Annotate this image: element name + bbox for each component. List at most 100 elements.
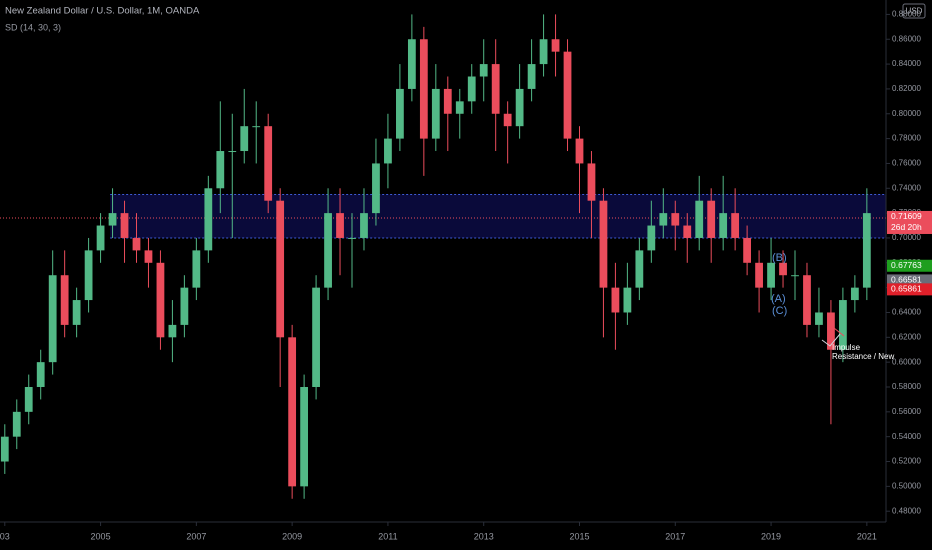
candle-body bbox=[803, 275, 811, 325]
candle-body bbox=[755, 262, 763, 288]
candle-body bbox=[791, 275, 799, 277]
candle-body bbox=[527, 64, 536, 89]
candle-body bbox=[192, 250, 201, 288]
x-tick-label: 03 bbox=[0, 531, 10, 541]
y-tick-label: 0.58000 bbox=[892, 382, 921, 391]
y-tick-label: 0.56000 bbox=[892, 407, 921, 416]
candle-body bbox=[850, 287, 859, 301]
y-tick-label: 0.62000 bbox=[892, 332, 921, 341]
candle-body bbox=[120, 213, 129, 238]
candle-body bbox=[348, 237, 356, 239]
candle-body bbox=[575, 138, 584, 164]
candle-body bbox=[324, 213, 332, 288]
candle-body bbox=[683, 225, 692, 238]
indicator-label: SD (14, 30, 3) bbox=[5, 22, 61, 32]
candle-body bbox=[252, 126, 261, 128]
candle-body bbox=[276, 200, 285, 338]
candle-body bbox=[839, 300, 847, 350]
y-tick-label: 0.88000 bbox=[892, 10, 921, 19]
last-price-tag bbox=[887, 210, 932, 234]
y-tick-label: 0.80000 bbox=[892, 109, 921, 118]
candle-body bbox=[623, 287, 632, 313]
candle-body bbox=[647, 225, 656, 251]
zone-layer bbox=[0, 193, 886, 239]
candle-body bbox=[419, 39, 428, 139]
candle-body bbox=[767, 262, 775, 288]
candle-body bbox=[12, 411, 21, 437]
candle-body bbox=[48, 275, 57, 363]
candle-body bbox=[312, 287, 320, 387]
candle-body bbox=[24, 386, 33, 412]
candle-body bbox=[96, 225, 105, 251]
candle-body bbox=[132, 237, 141, 251]
candle-body bbox=[467, 76, 476, 102]
candle-body bbox=[72, 300, 81, 325]
candle-body bbox=[443, 88, 452, 114]
last-price-label: 0.71609 bbox=[891, 211, 922, 221]
y-tick-label: 0.54000 bbox=[892, 432, 921, 441]
currency[interactable]: USD bbox=[906, 7, 923, 16]
price-tag bbox=[887, 283, 932, 296]
y-tick-label: 0.84000 bbox=[892, 59, 921, 68]
candle-body bbox=[431, 88, 440, 139]
candle-body bbox=[479, 64, 488, 77]
candle-body bbox=[671, 213, 680, 226]
candle-body bbox=[695, 200, 704, 238]
y-tick-label: 0.86000 bbox=[892, 34, 921, 43]
candle-body bbox=[515, 88, 524, 127]
candle-body bbox=[264, 126, 273, 201]
x-tick-label: 2015 bbox=[569, 531, 589, 541]
candle-body bbox=[156, 262, 165, 338]
price-tag-label: 0.66581 bbox=[891, 275, 922, 285]
candle-body bbox=[108, 213, 117, 226]
y-tick-label: 0.74000 bbox=[892, 183, 921, 192]
x-tick-label: 2007 bbox=[186, 531, 206, 541]
candle-body bbox=[635, 250, 644, 288]
price-tag bbox=[887, 259, 932, 272]
x-tick-label: 2019 bbox=[761, 531, 781, 541]
x-tick-label: 2011 bbox=[378, 531, 397, 541]
candle-body bbox=[587, 163, 596, 201]
candle-body bbox=[84, 250, 93, 301]
candle-body bbox=[455, 101, 464, 114]
candle-body bbox=[300, 386, 309, 487]
annotation: (C) bbox=[772, 305, 787, 317]
candle-body bbox=[288, 337, 297, 487]
candle-body bbox=[228, 151, 237, 153]
candle-body bbox=[60, 275, 69, 325]
annotation: Impulse bbox=[832, 343, 861, 352]
annotation: (A) bbox=[771, 293, 786, 305]
candle-body bbox=[372, 163, 380, 214]
candle-body bbox=[599, 200, 608, 288]
candle-body bbox=[862, 213, 871, 288]
candle-body bbox=[360, 213, 368, 238]
chart-title: New Zealand Dollar / U.S. Dollar, 1M, OA… bbox=[5, 6, 200, 17]
candle-body bbox=[827, 312, 835, 350]
candle-body bbox=[731, 213, 740, 238]
candle-body bbox=[336, 213, 344, 238]
candle-body bbox=[719, 213, 728, 238]
candle-body bbox=[659, 213, 668, 226]
candle-body bbox=[168, 324, 177, 338]
candle-body bbox=[551, 39, 560, 52]
x-tick-label: 2013 bbox=[474, 531, 494, 541]
candle-body bbox=[743, 237, 752, 263]
zone bbox=[110, 194, 886, 238]
x-tick-label: 2017 bbox=[665, 531, 685, 541]
currency-box[interactable] bbox=[902, 3, 926, 19]
price-tag-label: 0.67763 bbox=[891, 260, 922, 270]
y-tick-label: 0.64000 bbox=[892, 308, 921, 317]
candle-body bbox=[407, 39, 416, 89]
candle-body bbox=[611, 287, 620, 313]
candle-body bbox=[396, 88, 404, 139]
y-tick-label: 0.82000 bbox=[892, 84, 921, 93]
y-tick-label: 0.70000 bbox=[892, 233, 921, 242]
y-tick-label: 0.50000 bbox=[892, 481, 921, 490]
annotation-line bbox=[833, 327, 845, 337]
candle-body bbox=[563, 51, 572, 139]
y-tick-label: 0.60000 bbox=[892, 357, 921, 366]
annotation: Resistance / New bbox=[832, 352, 894, 361]
